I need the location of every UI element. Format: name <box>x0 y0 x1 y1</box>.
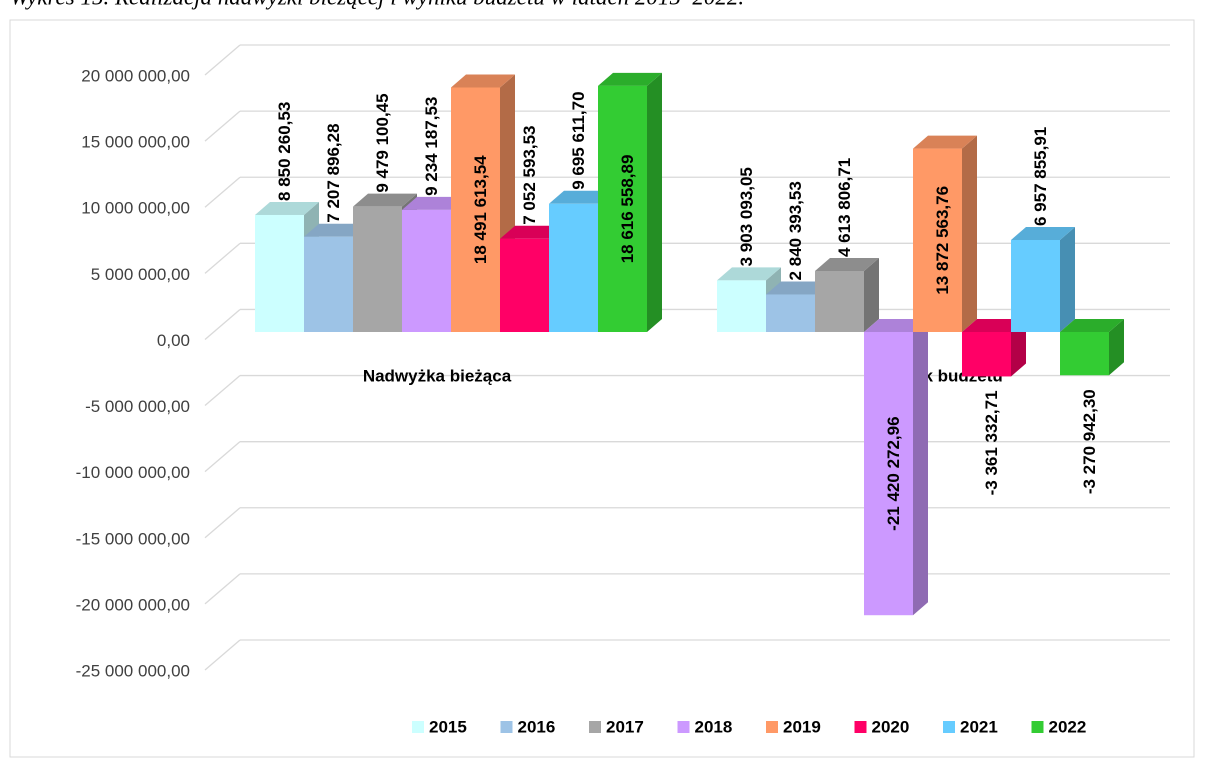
data-label: -3 270 942,30 <box>1080 389 1099 494</box>
bar-top <box>353 193 417 207</box>
legend-label: 2018 <box>695 717 733 736</box>
bar-top <box>962 319 1026 332</box>
bar-top <box>864 319 928 332</box>
y-tick-label: 5 000 000,00 <box>91 265 190 284</box>
legend-swatch <box>766 721 778 733</box>
chart-frame <box>9 19 1195 758</box>
data-label: 13 872 563,76 <box>933 186 952 295</box>
data-label: 9 234 187,53 <box>422 97 441 196</box>
bar-top <box>451 74 515 88</box>
bar <box>913 148 962 332</box>
grid-line-depth <box>204 44 241 76</box>
data-label: 3 903 093,05 <box>737 167 756 266</box>
data-label: -3 361 332,71 <box>982 390 1001 495</box>
grid-line-depth <box>204 573 241 605</box>
y-tick-label: -5 000 000,00 <box>85 397 190 416</box>
y-tick-label: 15 000 000,00 <box>81 133 190 152</box>
grid-line-depth <box>204 242 241 274</box>
legend-label: 2019 <box>783 717 821 736</box>
y-tick-label: -25 000 000,00 <box>76 661 190 680</box>
bar-side <box>1060 227 1075 332</box>
grid-line-depth <box>204 507 241 539</box>
grid-line-depth <box>204 639 241 671</box>
bar-top <box>815 257 879 271</box>
y-tick-label: -20 000 000,00 <box>76 595 190 614</box>
data-label: 6 957 855,91 <box>1031 127 1050 226</box>
bar <box>500 238 549 332</box>
legend-swatch <box>943 721 955 733</box>
bar <box>717 280 766 332</box>
bar <box>353 206 402 332</box>
legend-swatch <box>677 721 690 733</box>
data-label: 8 850 260,53 <box>275 102 294 201</box>
x-category-label: Nadwyżka bieżąca <box>363 366 512 385</box>
bar-top <box>1060 319 1124 332</box>
legend-swatch <box>589 721 601 733</box>
bar-top <box>255 201 319 215</box>
legend-swatch <box>412 721 424 733</box>
y-tick-label: 10 000 000,00 <box>81 199 190 218</box>
grid-line-depth <box>204 441 241 473</box>
bar-side <box>864 257 879 332</box>
bar-top <box>717 267 781 281</box>
chart-title: Wykres 15. Realizacja nadwyżki bieżącej … <box>10 0 744 9</box>
grid-line-depth <box>204 308 241 340</box>
y-tick-label: -10 000 000,00 <box>76 463 190 482</box>
bar <box>1011 240 1060 332</box>
bar-top <box>304 223 368 237</box>
bar <box>815 270 864 332</box>
legend-swatch <box>854 721 867 733</box>
bar <box>451 87 500 332</box>
bar-side <box>1109 319 1124 376</box>
bar <box>962 332 1011 377</box>
bar-side <box>1011 319 1026 377</box>
legend-label: 2021 <box>960 717 998 736</box>
legend-label: 2016 <box>518 717 556 736</box>
bar-side <box>647 72 662 333</box>
bar-side <box>962 135 977 332</box>
legend-swatch <box>1031 721 1044 733</box>
bar-top <box>766 281 830 295</box>
legend-swatch <box>500 721 513 733</box>
y-tick-label: -15 000 000,00 <box>76 529 190 548</box>
y-tick-label: 0,00 <box>157 331 190 350</box>
data-label: 4 613 806,71 <box>835 158 854 257</box>
bar-top <box>500 225 564 239</box>
data-label: 7 207 896,28 <box>324 123 343 222</box>
bar <box>766 294 815 332</box>
bar <box>864 332 913 616</box>
legend-label: 2022 <box>1049 717 1087 736</box>
legend-label: 2015 <box>429 717 467 736</box>
bar-top <box>598 72 662 86</box>
bar <box>304 236 353 332</box>
data-label: 18 491 613,54 <box>471 155 490 264</box>
bar <box>402 209 451 332</box>
bar-top <box>549 190 613 204</box>
grid-line-depth <box>204 176 241 208</box>
bar-side <box>913 319 928 616</box>
grid-line-depth <box>204 110 241 142</box>
grid-line-depth <box>204 375 241 407</box>
bar-top <box>1011 227 1075 241</box>
data-label: 9 479 100,45 <box>373 93 392 192</box>
legend-label: 2020 <box>872 717 910 736</box>
data-label: 7 052 593,53 <box>520 125 539 224</box>
data-label: -21 420 272,96 <box>884 416 903 530</box>
bar-top <box>402 196 466 210</box>
data-label: 18 616 558,89 <box>618 155 637 264</box>
bar <box>255 214 304 332</box>
bar <box>598 85 647 333</box>
bar <box>549 203 598 332</box>
bar <box>1060 332 1109 376</box>
data-label: 9 695 611,70 <box>569 91 588 189</box>
y-tick-label: 20 000 000,00 <box>81 66 190 85</box>
bar-top <box>913 135 977 149</box>
legend-label: 2017 <box>606 717 644 736</box>
data-label: 2 840 393,53 <box>786 181 805 280</box>
